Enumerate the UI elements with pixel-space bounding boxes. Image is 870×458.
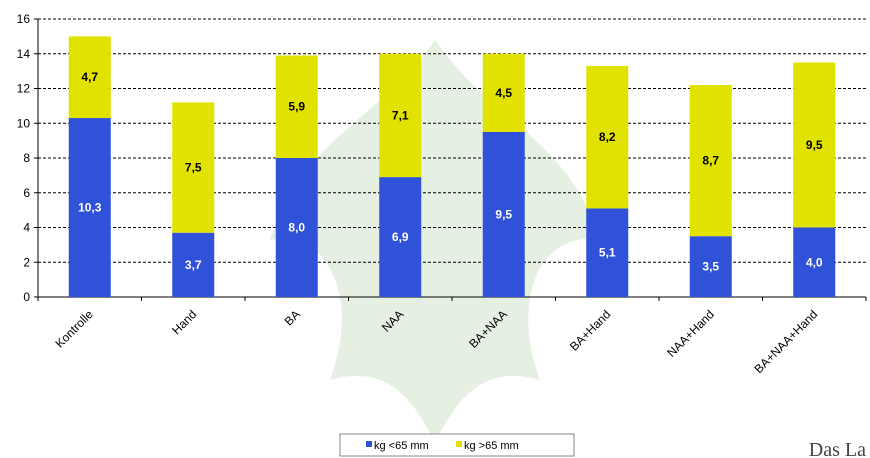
bar-segment bbox=[793, 62, 836, 228]
value-label: 4,7 bbox=[81, 70, 98, 84]
bar-segment bbox=[68, 118, 111, 297]
bar-segment bbox=[482, 131, 525, 297]
value-label: 8,0 bbox=[288, 221, 305, 235]
value-label: 3,5 bbox=[702, 260, 719, 274]
legend-label: kg >65 mm bbox=[464, 440, 519, 452]
y-tick-label: 2 bbox=[23, 255, 30, 269]
bar-segment bbox=[68, 36, 111, 119]
value-label: 8,7 bbox=[702, 154, 719, 168]
background-leaf bbox=[270, 40, 600, 440]
value-label: 5,1 bbox=[599, 246, 616, 260]
value-label: 3,7 bbox=[185, 258, 202, 272]
bar-segment bbox=[482, 53, 525, 132]
value-label: 9,5 bbox=[495, 207, 512, 221]
x-tick-label: Kontrolle bbox=[52, 307, 96, 351]
value-label: 7,5 bbox=[185, 161, 202, 175]
value-label: 7,1 bbox=[392, 108, 409, 122]
bar-segment bbox=[172, 102, 215, 233]
y-tick-label: 16 bbox=[17, 12, 31, 26]
value-label: 9,5 bbox=[806, 138, 823, 152]
bar-segment bbox=[586, 208, 629, 297]
x-tick-label: BA bbox=[282, 307, 303, 328]
value-label: 6,9 bbox=[392, 230, 409, 244]
y-tick-label: 12 bbox=[17, 82, 31, 96]
value-label: 8,2 bbox=[599, 130, 616, 144]
legend-label: kg <65 mm bbox=[374, 440, 429, 452]
bar-segment bbox=[689, 85, 732, 237]
bar-segment bbox=[172, 232, 215, 297]
bar-segment bbox=[689, 236, 732, 297]
bar-segment bbox=[275, 55, 318, 158]
x-tick-label: BA+NAA+Hand bbox=[752, 307, 821, 376]
y-tick-label: 14 bbox=[17, 47, 31, 61]
bar-segment bbox=[379, 53, 422, 178]
value-label: 4,5 bbox=[495, 86, 512, 100]
legend-swatch bbox=[456, 441, 462, 447]
value-label: 5,9 bbox=[288, 100, 305, 114]
legend-swatch bbox=[366, 441, 372, 447]
x-tick-label: NAA+Hand bbox=[664, 307, 717, 360]
watermark: Das La bbox=[809, 439, 866, 458]
y-tick-label: 8 bbox=[23, 151, 30, 165]
value-label: 10,3 bbox=[78, 201, 102, 215]
bar-segment bbox=[379, 177, 422, 297]
value-label: 4,0 bbox=[806, 255, 823, 269]
y-tick-label: 4 bbox=[23, 221, 30, 235]
x-tick-label: BA+Hand bbox=[567, 307, 613, 353]
y-tick-label: 0 bbox=[23, 290, 30, 304]
y-tick-label: 6 bbox=[23, 186, 30, 200]
bar-segment bbox=[275, 158, 318, 297]
bar-segment bbox=[586, 65, 629, 209]
x-tick-label: Hand bbox=[169, 307, 199, 337]
y-tick-label: 10 bbox=[17, 116, 31, 130]
bar-segment bbox=[793, 227, 836, 297]
